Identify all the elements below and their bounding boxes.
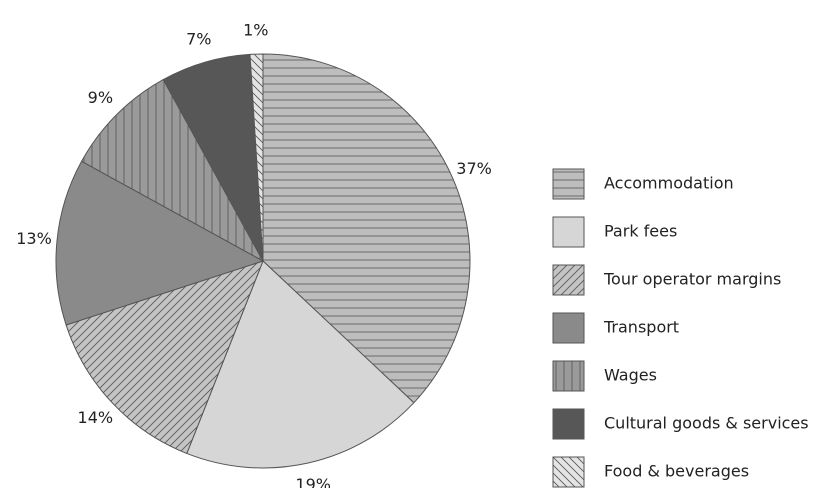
- value-label: 1%: [243, 21, 268, 40]
- legend-label: Tour operator margins: [603, 270, 781, 289]
- pie-slice: [186, 260, 415, 469]
- legend-swatch: [552, 312, 585, 344]
- pie-slice: [249, 53, 264, 262]
- legend-swatch: [552, 408, 585, 440]
- pie-slice: [55, 160, 265, 326]
- legend-swatch: [552, 216, 585, 248]
- legend-label: Cultural goods & services: [604, 414, 809, 433]
- legend-label: Wages: [604, 366, 657, 385]
- legend-label: Park fees: [604, 222, 677, 241]
- legend-swatch: [552, 168, 585, 200]
- legend-label: Transport: [603, 318, 679, 337]
- value-label: 14%: [78, 408, 114, 427]
- legend-swatch: [552, 456, 585, 488]
- pie-slice: [262, 53, 471, 404]
- legend-label: Food & beverages: [604, 462, 749, 481]
- value-label: 7%: [186, 30, 211, 49]
- value-label: 37%: [456, 159, 492, 178]
- value-label: 9%: [88, 88, 113, 107]
- pie-slice: [80, 78, 265, 263]
- value-label: 13%: [16, 229, 52, 248]
- legend-swatch: [552, 360, 585, 392]
- legend-label: Accommodation: [604, 174, 734, 193]
- value-label: 19%: [295, 475, 331, 488]
- legend-swatch: [552, 264, 585, 296]
